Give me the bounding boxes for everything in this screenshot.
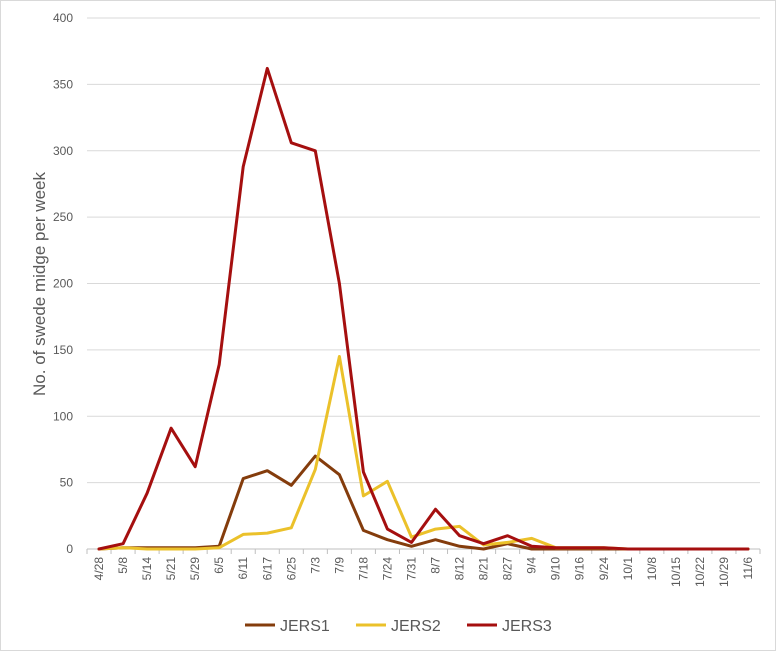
legend-label-jers3: JERS3 xyxy=(502,618,552,635)
x-tick-label: 5/14 xyxy=(140,557,154,581)
x-tick-label: 10/1 xyxy=(621,557,635,581)
y-tick-label: 300 xyxy=(53,144,73,158)
x-tick-label: 10/8 xyxy=(645,557,659,581)
y-tick-label: 100 xyxy=(53,409,73,423)
legend-label-jers2: JERS2 xyxy=(391,618,441,635)
x-tick-label: 7/9 xyxy=(332,557,346,574)
x-tick-label: 10/29 xyxy=(717,557,731,587)
y-tick-label: 250 xyxy=(53,210,73,224)
legend: JERS1 JERS2 JERS3 xyxy=(245,618,552,635)
x-tick-label: 6/25 xyxy=(284,557,298,581)
y-tick-label: 0 xyxy=(66,542,73,556)
y-tick-label: 350 xyxy=(53,77,73,91)
x-tick-label: 11/6 xyxy=(741,557,755,580)
series-lines xyxy=(97,66,750,551)
x-tick-label: 10/15 xyxy=(669,557,683,587)
series-line-jers2 xyxy=(97,355,750,551)
x-tick-label: 8/21 xyxy=(477,557,491,581)
y-tick-label: 50 xyxy=(60,476,74,490)
x-axis-ticks: 4/28 5/8 5/14 5/21 5/29 6/5 6/11 6/17 6/25 7/3 7/9… xyxy=(86,549,761,587)
y-tick-label: 150 xyxy=(53,343,73,357)
x-tick-label: 7/31 xyxy=(404,557,418,581)
x-tick-label: 7/18 xyxy=(356,557,370,581)
y-axis-ticks: 0 50 100 150 200 250 300 350 400 xyxy=(53,11,73,556)
x-tick-label: 8/27 xyxy=(501,557,515,581)
x-tick-label: 9/16 xyxy=(573,557,587,581)
x-tick-label: 6/17 xyxy=(260,557,274,581)
series-line-jers1 xyxy=(97,454,750,551)
x-tick-label: 5/29 xyxy=(188,557,202,581)
x-tick-label: 8/12 xyxy=(453,557,467,581)
x-tick-label: 9/4 xyxy=(525,557,539,574)
x-tick-label: 10/22 xyxy=(693,557,707,587)
x-tick-label: 7/24 xyxy=(380,557,394,581)
y-axis-label: No. of swede midge per week xyxy=(30,172,49,396)
series-line-jers3 xyxy=(97,66,750,551)
legend-label-jers1: JERS1 xyxy=(280,618,330,635)
x-tick-label: 9/10 xyxy=(549,557,563,581)
x-tick-label: 8/7 xyxy=(429,557,443,574)
y-tick-label: 200 xyxy=(53,277,73,291)
x-tick-label: 9/24 xyxy=(597,557,611,581)
y-tick-label: 400 xyxy=(53,11,73,25)
x-tick-label: 4/28 xyxy=(92,557,106,581)
x-tick-label: 6/5 xyxy=(212,557,226,574)
x-tick-label: 5/8 xyxy=(116,557,130,574)
x-tick-label: 7/3 xyxy=(308,557,322,574)
gridlines xyxy=(87,17,760,550)
x-tick-label: 6/11 xyxy=(236,557,250,580)
x-tick-label: 5/21 xyxy=(164,557,178,581)
